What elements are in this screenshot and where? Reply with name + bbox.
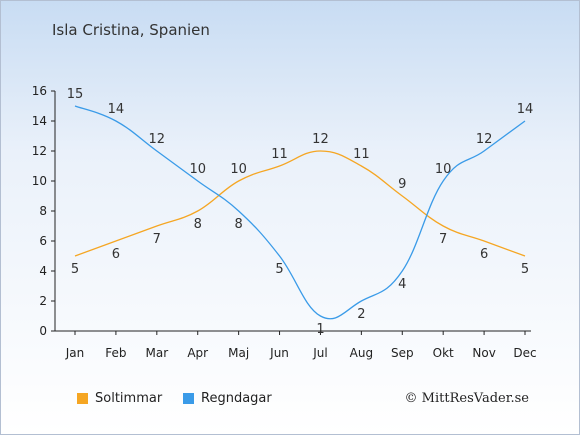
x-tick-label: Aug	[350, 346, 373, 360]
data-label-regndagar: 14	[517, 102, 534, 117]
data-label-regndagar: 12	[476, 132, 493, 147]
data-label-soltimmar: 6	[112, 247, 120, 262]
y-tick-label: 8	[39, 204, 47, 218]
x-tick-label: Apr	[187, 346, 208, 360]
data-label-soltimmar: 11	[353, 147, 370, 162]
series-line-regndagar	[74, 105, 526, 320]
copyright-text: © MittResVader.se	[404, 391, 529, 406]
y-tick-label: 12	[32, 144, 47, 158]
x-tick-label: Okt	[433, 346, 454, 360]
data-label-regndagar: 10	[435, 162, 452, 177]
legend-label-regndagar: Regndagar	[201, 391, 272, 406]
legend-item-regndagar: Regndagar	[183, 391, 272, 406]
y-tick-label: 0	[39, 324, 47, 338]
data-label-soltimmar: 5	[71, 262, 79, 277]
data-label-regndagar: 12	[149, 132, 166, 147]
data-label-soltimmar: 5	[521, 262, 529, 277]
x-tick-label: Sep	[391, 346, 414, 360]
y-tick-label: 6	[39, 234, 47, 248]
series-lines	[74, 105, 526, 320]
y-tick-label: 4	[39, 264, 47, 278]
data-label-soltimmar: 8	[194, 217, 202, 232]
x-tick-label: Jun	[269, 346, 289, 360]
x-tick-label: Dec	[513, 346, 536, 360]
data-label-regndagar: 4	[398, 277, 406, 292]
x-tick-label: Feb	[105, 346, 126, 360]
data-label-soltimmar: 7	[153, 232, 161, 247]
y-tick-label: 2	[39, 294, 47, 308]
x-tick-label: Mar	[145, 346, 168, 360]
x-tick-label: Maj	[228, 346, 249, 360]
legend-label-soltimmar: Soltimmar	[95, 391, 163, 406]
data-label-regndagar: 14	[108, 102, 125, 117]
data-label-regndagar: 15	[67, 87, 84, 102]
chart-title: Isla Cristina, Spanien	[52, 21, 210, 39]
series-line-soltimmar	[74, 150, 526, 257]
legend-item-soltimmar: Soltimmar	[77, 391, 162, 406]
data-label-soltimmar: 11	[271, 147, 288, 162]
y-tick-label: 16	[32, 84, 47, 98]
data-label-soltimmar: 7	[439, 232, 447, 247]
legend-swatch-regndagar	[183, 393, 194, 404]
data-label-regndagar: 1	[316, 322, 324, 337]
data-label-soltimmar: 9	[398, 177, 406, 192]
x-tick-label: Jul	[312, 346, 327, 360]
data-label-regndagar: 8	[234, 217, 242, 232]
y-tick-label: 10	[32, 174, 47, 188]
legend-swatch-soltimmar	[77, 393, 88, 404]
data-label-regndagar: 10	[189, 162, 206, 177]
y-tick-label: 14	[32, 114, 47, 128]
data-label-soltimmar: 6	[480, 247, 488, 262]
data-label-soltimmar: 10	[230, 162, 247, 177]
data-label-soltimmar: 12	[312, 132, 329, 147]
x-tick-label: Nov	[472, 346, 495, 360]
data-label-regndagar: 5	[275, 262, 283, 277]
x-tick-label: Jan	[65, 346, 85, 360]
data-label-regndagar: 2	[357, 307, 365, 322]
